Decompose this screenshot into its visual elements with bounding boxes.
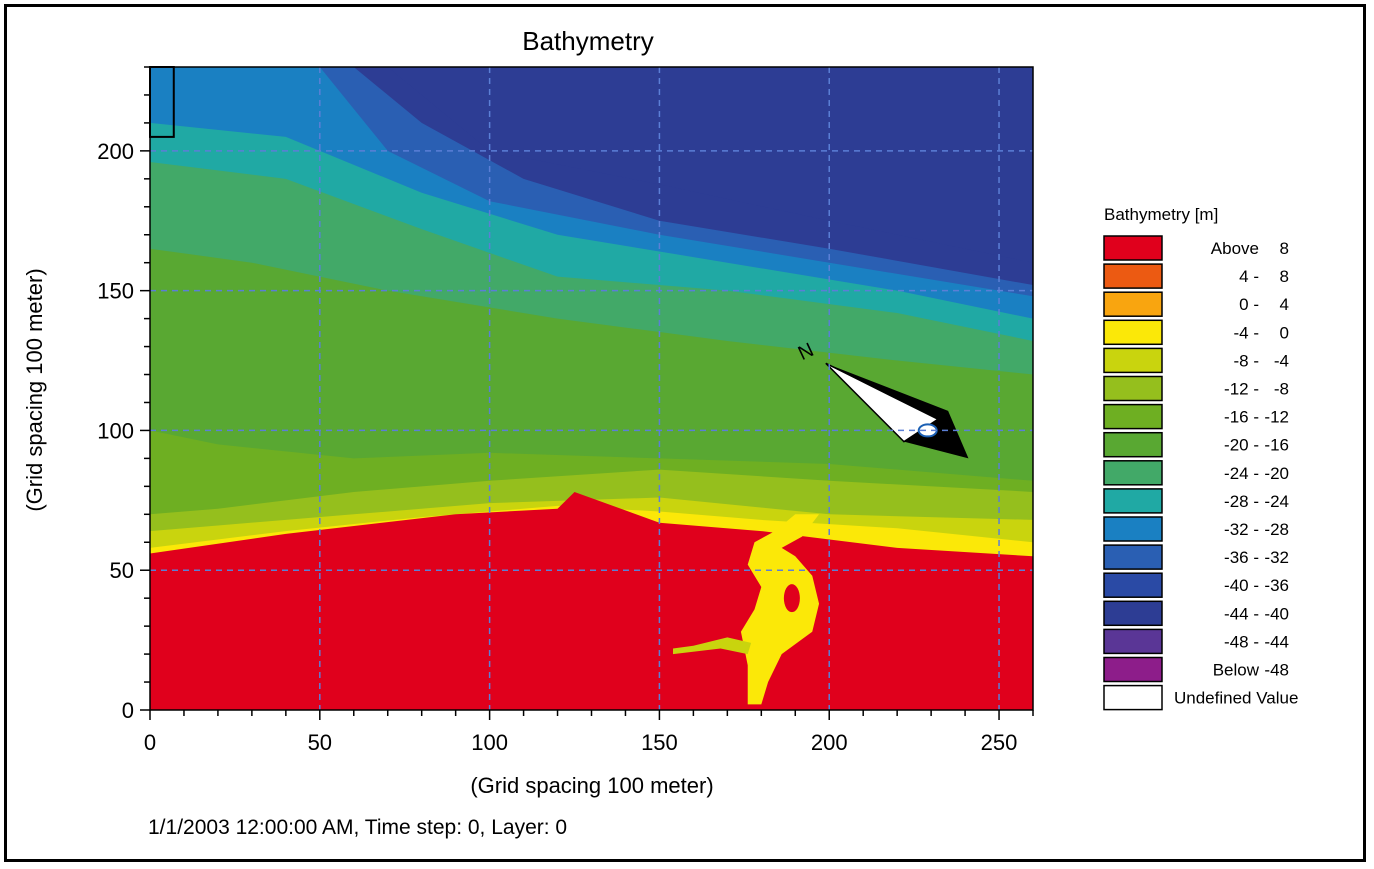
legend-swatch — [1103, 235, 1163, 261]
plot-area: N — [149, 66, 1033, 711]
x-tick-label: 200 — [811, 730, 848, 755]
legend-swatch — [1103, 263, 1163, 289]
legend-value: -28 — [1264, 520, 1289, 539]
legend-swatch — [1103, 684, 1163, 711]
legend-label: 0 - — [1239, 295, 1259, 314]
x-axis-title: (Grid spacing 100 meter) — [470, 773, 713, 798]
y-tick-label: 0 — [122, 698, 134, 723]
legend-swatch — [1103, 403, 1163, 430]
y-tick-label: 100 — [97, 418, 134, 443]
legend-value: 8 — [1280, 239, 1289, 258]
legend-swatch — [1103, 656, 1163, 683]
legend-label: -48 - — [1224, 632, 1259, 651]
x-tick-label: 250 — [981, 730, 1018, 755]
legend-value: -36 — [1264, 576, 1289, 595]
legend-swatch — [1103, 600, 1163, 627]
legend-swatch — [1103, 628, 1163, 655]
estuary-channel — [740, 514, 820, 705]
legend-swatch — [1103, 516, 1163, 542]
legend-value: -44 — [1264, 632, 1289, 651]
legend-swatch — [1103, 375, 1163, 402]
legend-label: -44 - — [1224, 604, 1259, 623]
x-tick-label: 50 — [308, 730, 332, 755]
legend-label: -40 - — [1224, 576, 1259, 595]
x-tick-label: 150 — [641, 730, 678, 755]
legend-label: -4 - — [1234, 323, 1260, 342]
legend-swatch — [1103, 347, 1163, 374]
legend-swatch — [1103, 319, 1163, 346]
north-arrow-icon: N — [795, 339, 969, 459]
y-tick-label: 200 — [97, 139, 134, 164]
estuary-branch — [673, 637, 752, 655]
legend-value: -4 — [1274, 351, 1289, 370]
legend-label: -32 - — [1224, 520, 1259, 539]
legend-value: 8 — [1280, 267, 1289, 286]
legend-value: -40 — [1264, 604, 1289, 623]
legend-swatch — [1103, 460, 1163, 486]
legend-swatch — [1103, 572, 1163, 598]
legend-label: -36 - — [1224, 548, 1259, 567]
legend-label: -12 - — [1224, 380, 1259, 399]
legend-value: -12 — [1264, 408, 1289, 427]
legend-label: -16 - — [1224, 408, 1259, 427]
y-axis-title: (Grid spacing 100 meter) — [22, 268, 47, 511]
y-tick-label: 50 — [110, 558, 134, 583]
legend-value: -24 — [1264, 492, 1289, 511]
chart-title: Bathymetry — [522, 26, 654, 56]
legend-value: -20 — [1264, 464, 1289, 483]
legend-label: -8 - — [1234, 351, 1260, 370]
legend-label: -24 - — [1224, 464, 1259, 483]
legend-label: -28 - — [1224, 492, 1259, 511]
legend-label: Above — [1211, 239, 1259, 258]
x-tick-label: 100 — [471, 730, 508, 755]
legend-value: -48 — [1264, 661, 1289, 680]
legend-value: 0 — [1280, 323, 1289, 342]
legend-swatch — [1103, 291, 1163, 317]
estuary-island — [783, 584, 800, 613]
legend-value: 4 — [1280, 295, 1289, 314]
status-text: 1/1/2003 12:00:00 AM, Time step: 0, Laye… — [148, 816, 567, 839]
legend-value: -32 — [1264, 548, 1289, 567]
y-tick-label: 150 — [97, 279, 134, 304]
legend: Bathymetry [m] Above 8 4 - 8 0 - 4 -4 - 0 -8 - -4… — [1103, 205, 1298, 711]
x-tick-label: 0 — [144, 730, 156, 755]
legend-label: Undefined Value — [1174, 689, 1298, 708]
legend-swatch — [1103, 431, 1163, 458]
legend-title: Bathymetry [m] — [1104, 205, 1218, 224]
legend-swatch — [1103, 488, 1163, 514]
depth-band — [150, 491, 1033, 710]
legend-swatch — [1103, 544, 1163, 570]
legend-label: 4 - — [1239, 267, 1259, 286]
axes: 0 50 100 150 200 250 0 50 100 150 200 — [97, 66, 1034, 755]
legend-label: Below — [1213, 661, 1260, 680]
legend-label: -20 - — [1224, 436, 1259, 455]
legend-value: -16 — [1264, 436, 1289, 455]
legend-value: -8 — [1274, 380, 1289, 399]
